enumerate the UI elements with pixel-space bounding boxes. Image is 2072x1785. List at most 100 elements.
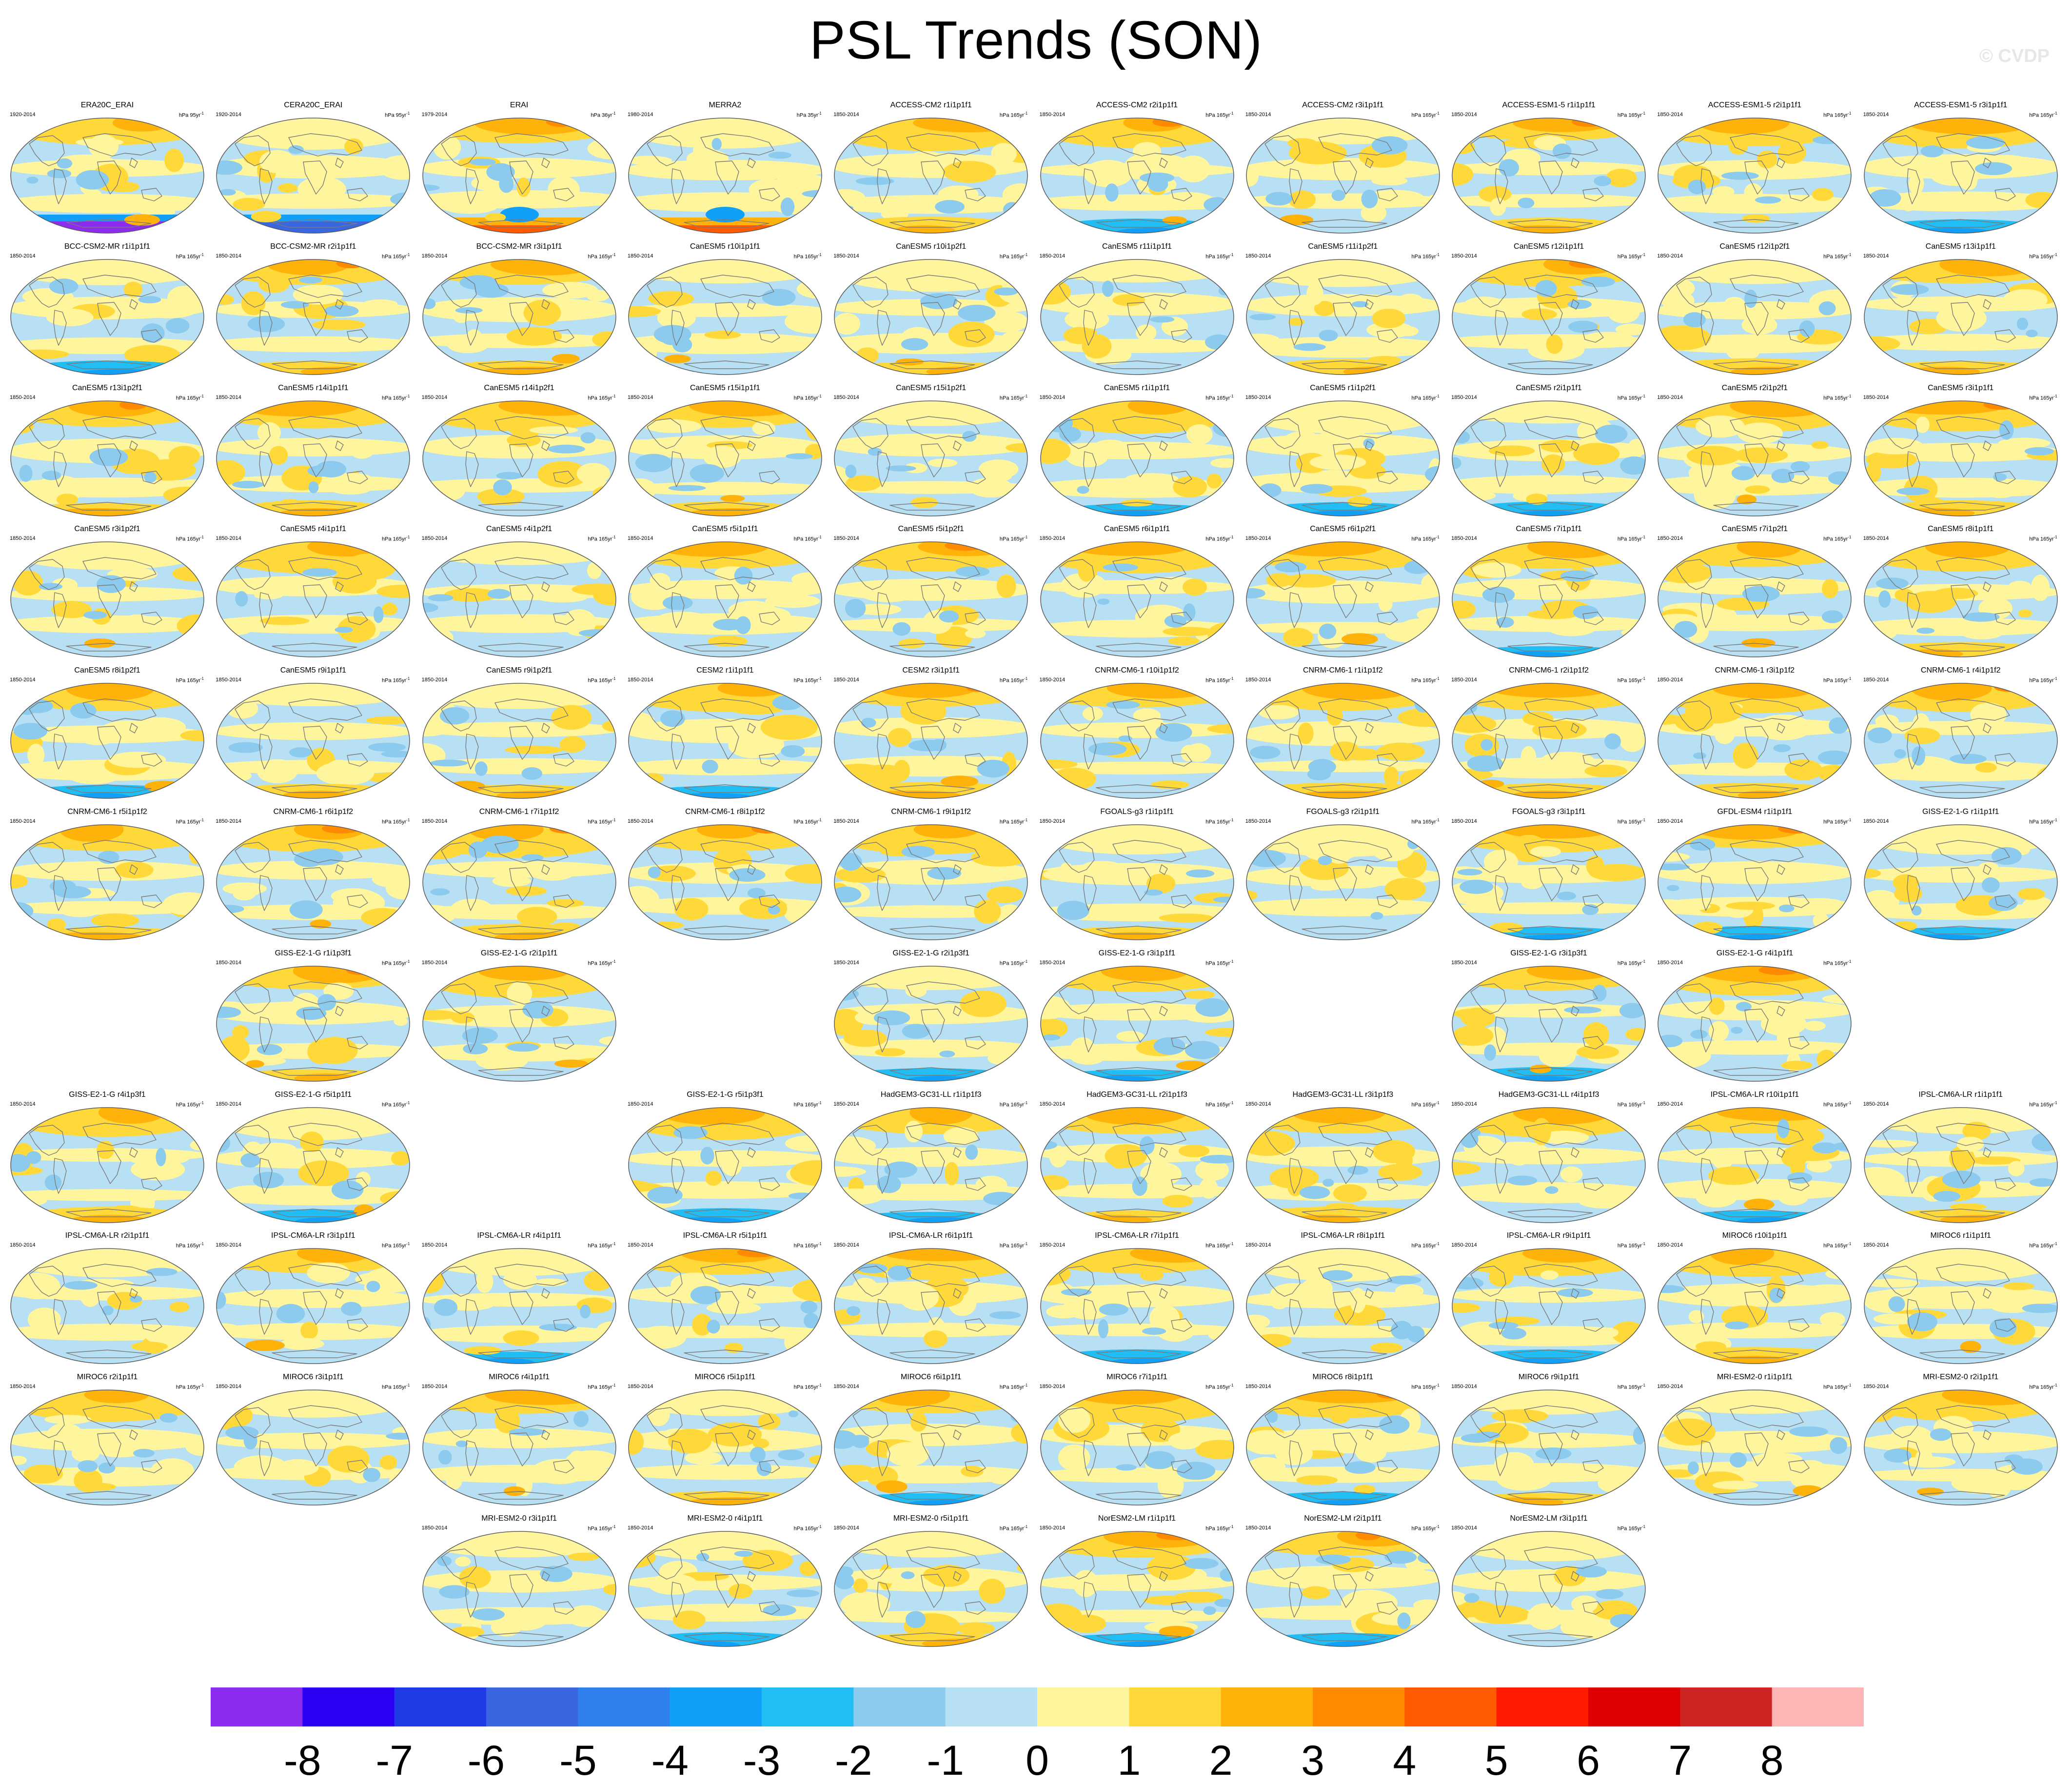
panel-title: MRI-ESM2-0 r4i1p1f1 — [687, 1514, 763, 1523]
panel-years: 1850-2014 — [10, 818, 36, 824]
panel-ipsl-cm6a-lr-r4i1p1f1: IPSL-CM6A-LR r4i1p1f1 1850-2014 hPa 165yr-… — [418, 1231, 621, 1368]
panel-map — [422, 118, 616, 234]
panel-unit: hPa 165yr-1 — [999, 1100, 1028, 1108]
panel-years: 1850-2014 — [1039, 1242, 1066, 1249]
panel-unit: hPa 165yr-1 — [999, 959, 1028, 967]
panel-unit: hPa 165yr-1 — [1823, 1100, 1852, 1108]
panel-giss-e2-1-g-r3i1p3f1: GISS-E2-1-G r3i1p3f1 1850-2014 hPa 165yr-1 — [1447, 949, 1650, 1085]
panel-years: 1850-2014 — [627, 536, 653, 542]
panel-years: 1850-2014 — [1657, 1101, 1683, 1107]
panel-title: CESM2 r1i1p1f1 — [696, 666, 754, 675]
panel-noresm2-lm-r1i1p1f1: NorESM2-LM r1i1p1f1 1850-2014 hPa 165yr-1 — [1036, 1514, 1239, 1650]
panel-map — [834, 824, 1028, 940]
panel-unit: hPa 165yr-1 — [793, 1242, 822, 1250]
colorbar-tick-label: 8 — [1760, 1737, 1784, 1784]
panel-years: 1850-2014 — [1039, 1384, 1066, 1390]
panel-title: CanESM5 r6i1p1f1 — [1104, 525, 1170, 534]
panel-cnrm-cm6-1-r5i1p1f2: CNRM-CM6-1 r5i1p1f2 1850-2014 hPa 165yr-1 — [6, 807, 209, 944]
panel-ipsl-cm6a-lr-r10i1p1f1: IPSL-CM6A-LR r10i1p1f1 1850-2014 hPa 165yr… — [1653, 1090, 1856, 1227]
panel-unit: hPa 165yr-1 — [999, 394, 1028, 401]
panel-canesm5-r3i1p1f1: CanESM5 r3i1p1f1 1850-2014 hPa 165yr-1 — [1859, 383, 2062, 520]
panel-map — [1658, 400, 1852, 516]
cvdp-watermark: © CVDP — [1979, 46, 2050, 66]
panel-years: 1850-2014 — [627, 1242, 653, 1249]
panel-years: 1850-2014 — [1245, 253, 1271, 259]
panel-map — [1658, 1248, 1852, 1365]
panel-title: GISS-E2-1-G r5i1p3f1 — [687, 1090, 764, 1099]
panel-map — [1658, 1389, 1852, 1506]
colorbar-swatch — [1404, 1687, 1497, 1726]
panel-unit: hPa 165yr-1 — [588, 535, 616, 543]
panel-title: CanESM5 r11i1p2f1 — [1308, 242, 1378, 251]
panel-years: 1850-2014 — [1863, 818, 1889, 824]
panel-years: 1850-2014 — [421, 1384, 448, 1390]
panel-map — [834, 1107, 1028, 1223]
panel-map — [216, 1107, 411, 1223]
panel-grid: ERA20C_ERAI 1920-2014 hPa 95yr-1 CERA20C_ER… — [6, 100, 2062, 1650]
panel-miroc6-r6i1p1f1: MIROC6 r6i1p1f1 1850-2014 hPa 165yr-1 — [829, 1372, 1032, 1509]
panel-unit: hPa 165yr-1 — [2029, 394, 2057, 401]
panel-unit: hPa 165yr-1 — [588, 959, 616, 967]
panel-title: IPSL-CM6A-LR r2i1p1f1 — [65, 1231, 150, 1240]
panel-giss-e2-1-g-r1i1p1f1: GISS-E2-1-G r1i1p1f1 1850-2014 hPa 165yr-1 — [1859, 807, 2062, 944]
colorbar-swatch — [578, 1687, 671, 1726]
panel-map — [216, 1248, 411, 1365]
panel-canesm5-r4i1p1f1: CanESM5 r4i1p1f1 1850-2014 hPa 165yr-1 — [212, 524, 414, 661]
panel-title: MIROC6 r4i1p1f1 — [489, 1373, 550, 1382]
panel-years: 1850-2014 — [1245, 536, 1271, 542]
colorbar-tick-label: -4 — [651, 1737, 689, 1784]
panel-unit: hPa 165yr-1 — [2029, 818, 2057, 825]
panel-unit: hPa 165yr-1 — [176, 676, 204, 684]
panel-title: MRI-ESM2-0 r2i1p1f1 — [1923, 1373, 1999, 1382]
panel-title: CanESM5 r14i1p2f1 — [484, 383, 554, 392]
colorbar-tick-label: 3 — [1301, 1737, 1324, 1784]
panel-unit: hPa 165yr-1 — [1411, 252, 1440, 260]
panel-title: GISS-E2-1-G r3i1p3f1 — [1510, 949, 1587, 957]
panel-unit: hPa 165yr-1 — [1411, 676, 1440, 684]
panel-years: 1850-2014 — [627, 394, 653, 400]
panel-map — [1863, 683, 2058, 799]
panel-title: GISS-E2-1-G r4i1p3f1 — [69, 1090, 146, 1099]
panel-ipsl-cm6a-lr-r9i1p1f1: IPSL-CM6A-LR r9i1p1f1 1850-2014 hPa 165yr-… — [1447, 1231, 1650, 1368]
panel-unit: hPa 165yr-1 — [1205, 1242, 1234, 1250]
panel-title: ERA20C_ERAI — [80, 101, 134, 109]
panel-miroc6-r3i1p1f1: MIROC6 r3i1p1f1 1850-2014 hPa 165yr-1 — [212, 1372, 414, 1509]
panel-gfdl-esm4-r1i1p1f1: GFDL-ESM4 r1i1p1f1 1850-2014 hPa 165yr-1 — [1653, 807, 1856, 944]
colorbar — [211, 1687, 1864, 1726]
panel-years: 1850-2014 — [1657, 536, 1683, 542]
panel-years: 1850-2014 — [1245, 677, 1271, 683]
panel-title: CanESM5 r4i1p1f1 — [280, 525, 346, 534]
panel-title: CanESM5 r1i1p1f1 — [1104, 383, 1170, 392]
panel-cera20c-erai: CERA20C_ERAI 1920-2014 hPa 95yr-1 — [212, 100, 414, 237]
panel-title: CanESM5 r3i1p1f1 — [1928, 383, 1994, 392]
panel-title: BCC-CSM2-MR r3i1p1f1 — [476, 242, 562, 251]
panel-canesm5-r15i1p1f1: CanESM5 r15i1p1f1 1850-2014 hPa 165yr-1 — [624, 383, 827, 520]
colorbar-swatch — [1221, 1687, 1313, 1726]
panel-unit: hPa 165yr-1 — [793, 252, 822, 260]
colorbar-swatch — [1772, 1687, 1864, 1726]
panel-years: 1850-2014 — [1039, 536, 1066, 542]
panel-years: 1850-2014 — [1657, 112, 1683, 118]
panel-title: MERRA2 — [709, 101, 742, 109]
panel-title: HadGEM3-GC31-LL r4i1p1f3 — [1498, 1090, 1599, 1099]
panel-canesm5-r15i1p2f1: CanESM5 r15i1p2f1 1850-2014 hPa 165yr-1 — [829, 383, 1032, 520]
panel-years: 1850-2014 — [627, 818, 653, 824]
panel-title: IPSL-CM6A-LR r1i1p1f1 — [1918, 1090, 2003, 1099]
panel-ipsl-cm6a-lr-r3i1p1f1: IPSL-CM6A-LR r3i1p1f1 1850-2014 hPa 165yr-… — [212, 1231, 414, 1368]
panel-title: BCC-CSM2-MR r1i1p1f1 — [64, 242, 151, 251]
panel-title: FGOALS-g3 r3i1p1f1 — [1512, 808, 1586, 816]
panel-unit: hPa 165yr-1 — [1205, 111, 1234, 119]
panel-map — [1246, 1107, 1440, 1223]
panel-map — [1246, 683, 1440, 799]
panel-years: 1850-2014 — [1863, 253, 1889, 259]
panel-unit: hPa 165yr-1 — [1617, 676, 1646, 684]
panel-canesm5-r1i1p2f1: CanESM5 r1i1p2f1 1850-2014 hPa 165yr-1 — [1242, 383, 1444, 520]
panel-title: IPSL-CM6A-LR r4i1p1f1 — [477, 1231, 561, 1240]
colorbar-swatch — [670, 1687, 762, 1726]
panel-map — [1658, 259, 1852, 375]
panel-map — [422, 1389, 616, 1506]
colorbar-tick-label: -8 — [284, 1737, 321, 1784]
panel-unit: hPa 165yr-1 — [1617, 252, 1646, 260]
panel-unit: hPa 165yr-1 — [999, 111, 1028, 119]
panel-title: MIROC6 r8i1p1f1 — [1312, 1373, 1374, 1382]
